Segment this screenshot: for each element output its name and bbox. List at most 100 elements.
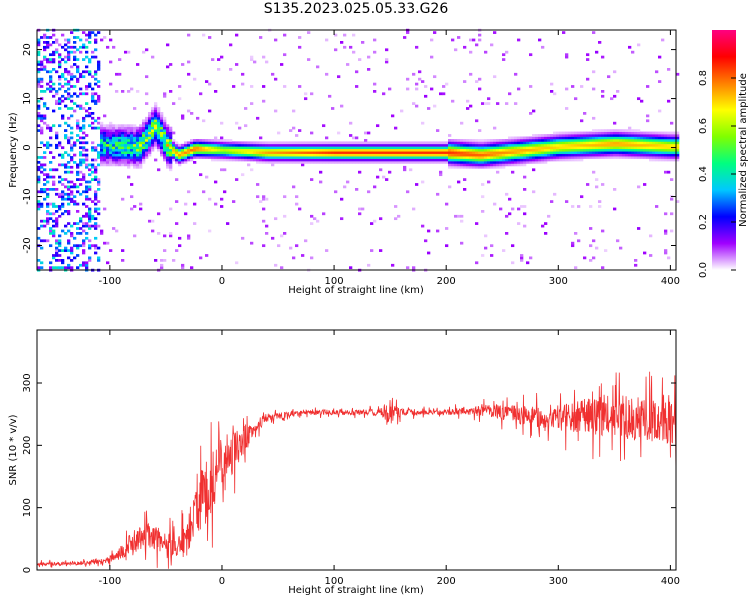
heatmap-cell bbox=[631, 148, 635, 152]
heatmap-cell bbox=[403, 141, 407, 145]
heatmap-cell bbox=[85, 114, 89, 118]
heatmap-cell bbox=[106, 156, 110, 159]
heatmap-cell bbox=[151, 119, 155, 123]
heatmap-cell bbox=[451, 163, 455, 167]
heatmap-cell bbox=[175, 151, 179, 154]
heatmap-cell bbox=[97, 99, 101, 103]
heatmap-cell bbox=[118, 129, 122, 132]
heatmap-cell bbox=[370, 249, 374, 252]
heatmap-cell bbox=[223, 153, 227, 157]
heatmap-cell bbox=[280, 161, 284, 164]
heatmap-cell bbox=[130, 87, 134, 91]
heatmap-cell bbox=[178, 85, 182, 88]
heatmap-cell bbox=[577, 148, 581, 152]
heatmap-cell bbox=[202, 33, 206, 37]
heatmap-cell bbox=[481, 146, 485, 150]
heatmap-cell bbox=[175, 200, 179, 203]
heatmap-cell bbox=[205, 143, 209, 147]
heatmap-cell bbox=[430, 153, 434, 157]
heatmap-cell bbox=[163, 153, 167, 157]
heatmap-cell bbox=[220, 121, 224, 125]
heatmap-cell bbox=[592, 256, 596, 260]
heatmap-cell bbox=[76, 173, 80, 177]
heatmap-cell bbox=[175, 141, 179, 145]
heatmap-cell bbox=[559, 139, 563, 142]
heatmap-cell bbox=[613, 143, 617, 147]
heatmap-cell bbox=[586, 183, 590, 186]
heatmap-cell bbox=[475, 146, 479, 150]
heatmap-cell bbox=[79, 107, 83, 110]
heatmap-cell bbox=[187, 141, 191, 145]
heatmap-cell bbox=[226, 143, 230, 147]
heatmap-cell bbox=[163, 119, 167, 123]
heatmap-cell bbox=[121, 141, 125, 145]
heatmap-cell bbox=[283, 141, 287, 145]
heatmap-cell bbox=[262, 153, 266, 157]
heatmap-cell bbox=[256, 195, 260, 199]
heatmap-cell bbox=[37, 60, 41, 64]
heatmap-cell bbox=[424, 158, 428, 162]
heatmap-cell bbox=[493, 139, 497, 142]
heatmap-cell bbox=[40, 131, 44, 135]
heatmap-cell bbox=[400, 156, 404, 159]
heatmap-cell bbox=[175, 249, 179, 252]
heatmap-cell bbox=[613, 136, 617, 140]
heatmap-cell bbox=[628, 148, 632, 152]
heatmap-cell bbox=[328, 148, 332, 152]
heatmap-cell bbox=[289, 146, 293, 150]
heatmap-cell bbox=[499, 156, 503, 159]
heatmap-cell bbox=[115, 139, 119, 142]
heatmap-cell bbox=[175, 146, 179, 150]
heatmap-cell bbox=[40, 261, 44, 265]
heatmap-cell bbox=[148, 124, 152, 128]
heatmap-cell bbox=[130, 124, 134, 128]
heatmap-cell bbox=[313, 143, 317, 147]
heatmap-cell bbox=[106, 129, 110, 132]
heatmap-cell bbox=[73, 202, 77, 206]
heatmap-cell bbox=[88, 33, 92, 37]
heatmap-cell bbox=[340, 143, 344, 147]
heatmap-cell bbox=[535, 153, 539, 157]
heatmap-cell bbox=[118, 151, 122, 154]
heatmap-cell bbox=[193, 202, 197, 206]
heatmap-cell bbox=[517, 222, 521, 225]
heatmap-cell bbox=[115, 134, 119, 137]
heatmap-cell bbox=[211, 141, 215, 145]
snr-background bbox=[37, 330, 676, 570]
heatmap-cell bbox=[484, 146, 488, 150]
heatmap-cell bbox=[202, 143, 206, 147]
heatmap-cell bbox=[451, 143, 455, 147]
heatmap-cell bbox=[61, 205, 65, 208]
heatmap-cell bbox=[610, 146, 614, 150]
heatmap-cell bbox=[61, 197, 65, 201]
heatmap-cell bbox=[145, 143, 149, 147]
heatmap-cell bbox=[40, 36, 44, 39]
heatmap-cell bbox=[421, 146, 425, 150]
heatmap-cell bbox=[352, 156, 356, 159]
heatmap-cell bbox=[454, 156, 458, 159]
heatmap-cell bbox=[622, 148, 626, 152]
heatmap-cell bbox=[502, 58, 506, 61]
heatmap-cell bbox=[418, 158, 422, 162]
heatmap-cell bbox=[505, 232, 509, 235]
heatmap-cell bbox=[82, 161, 86, 164]
heatmap-cell bbox=[196, 116, 200, 120]
heatmap-cell bbox=[442, 161, 446, 164]
heatmap-cell bbox=[280, 266, 284, 270]
heatmap-cell bbox=[112, 148, 116, 152]
heatmap-cell bbox=[469, 38, 473, 42]
heatmap-cell bbox=[70, 94, 74, 98]
heatmap-cell bbox=[280, 158, 284, 162]
heatmap-cell bbox=[238, 143, 242, 147]
heatmap-cell bbox=[277, 156, 281, 159]
heatmap-cell bbox=[550, 136, 554, 140]
heatmap-cell bbox=[169, 151, 173, 154]
heatmap-cell bbox=[127, 50, 131, 54]
heatmap-cell bbox=[115, 158, 119, 162]
heatmap-cell bbox=[367, 68, 371, 71]
heatmap-cell bbox=[259, 153, 263, 157]
heatmap-cell bbox=[64, 48, 68, 52]
heatmap-cell bbox=[169, 232, 173, 235]
heatmap-cell bbox=[658, 141, 662, 145]
heatmap-cell bbox=[409, 156, 413, 159]
